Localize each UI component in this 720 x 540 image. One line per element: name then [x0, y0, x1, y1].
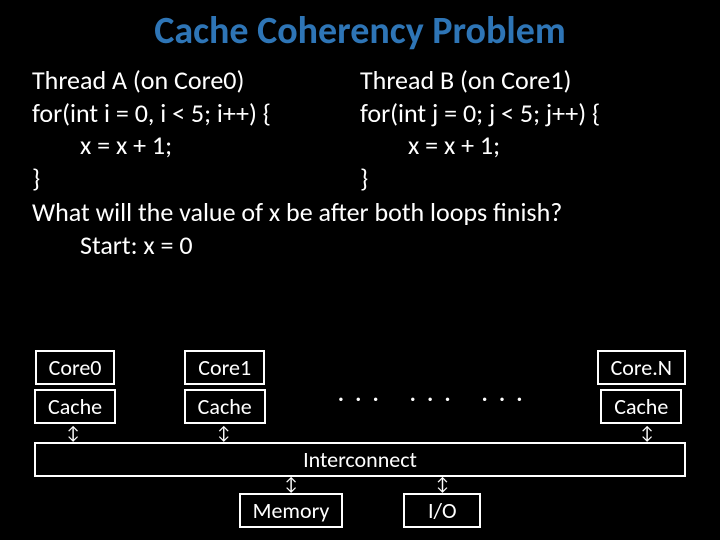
core1-group: Core1 Cache: [184, 350, 266, 424]
io-group: ↕ I/O: [403, 477, 481, 528]
memory-group: ↕ Memory: [239, 477, 344, 528]
bottom-row: ↕ Memory ↕ I/O: [0, 477, 720, 528]
arrow-icon: ↕: [66, 426, 80, 442]
page-title: Cache Coherency Problem: [0, 0, 720, 54]
arrow-icon: ↕: [284, 477, 298, 493]
core1-cache-box: Cache: [184, 389, 266, 424]
arrow-icon: ↕: [640, 426, 654, 442]
arrow-icon: ↕: [217, 426, 231, 442]
thread-b-close: }: [360, 162, 688, 195]
core0-box: Core0: [35, 350, 116, 385]
thread-b-for: for(int j = 0; j < 5; j++) {: [360, 97, 688, 130]
code-line2: x = x + 1; x = x + 1;: [32, 129, 688, 162]
start-text: Start: x = 0: [32, 229, 688, 262]
code-line3: } }: [32, 162, 688, 195]
core1-box: Core1: [184, 350, 265, 385]
thread-a-body: x = x + 1;: [32, 129, 360, 162]
thread-a-header: Thread A (on Core0): [32, 64, 360, 97]
io-box: I/O: [403, 493, 481, 528]
thread-headers: Thread A (on Core0) Thread B (on Core1): [32, 64, 688, 97]
thread-b-header: Thread B (on Core1): [360, 64, 688, 97]
code-line1: for(int i = 0, i < 5; i++) { for(int j =…: [32, 97, 688, 130]
coreN-box: Core.N: [597, 350, 686, 385]
dots-1: . . .: [333, 374, 385, 409]
dots-3: . . .: [477, 374, 529, 409]
dots-group: . . . . . . . . .: [333, 366, 529, 409]
cores-row: Core0 Cache Core1 Cache . . . . . . . . …: [0, 350, 720, 424]
coreN-group: Core.N Cache: [597, 350, 686, 424]
interconnect-bar: Interconnect: [34, 442, 686, 477]
question-text: What will the value of x be after both l…: [32, 196, 688, 229]
thread-a-close: }: [32, 162, 360, 195]
core0-group: Core0 Cache: [34, 350, 116, 424]
interconnect-wrap: Interconnect: [0, 442, 720, 477]
thread-a-for: for(int i = 0, i < 5; i++) {: [32, 97, 360, 130]
cache-interconnect-arrows: ↕ ↕ ↕: [0, 426, 720, 442]
core0-cache-box: Cache: [34, 389, 116, 424]
thread-b-body: x = x + 1;: [360, 129, 688, 162]
coreN-cache-box: Cache: [600, 389, 682, 424]
arrow-icon: ↕: [435, 477, 449, 493]
memory-box: Memory: [239, 493, 344, 528]
content-block: Thread A (on Core0) Thread B (on Core1) …: [0, 54, 720, 261]
dots-2: . . .: [405, 374, 457, 409]
architecture-diagram: Core0 Cache Core1 Cache . . . . . . . . …: [0, 350, 720, 528]
